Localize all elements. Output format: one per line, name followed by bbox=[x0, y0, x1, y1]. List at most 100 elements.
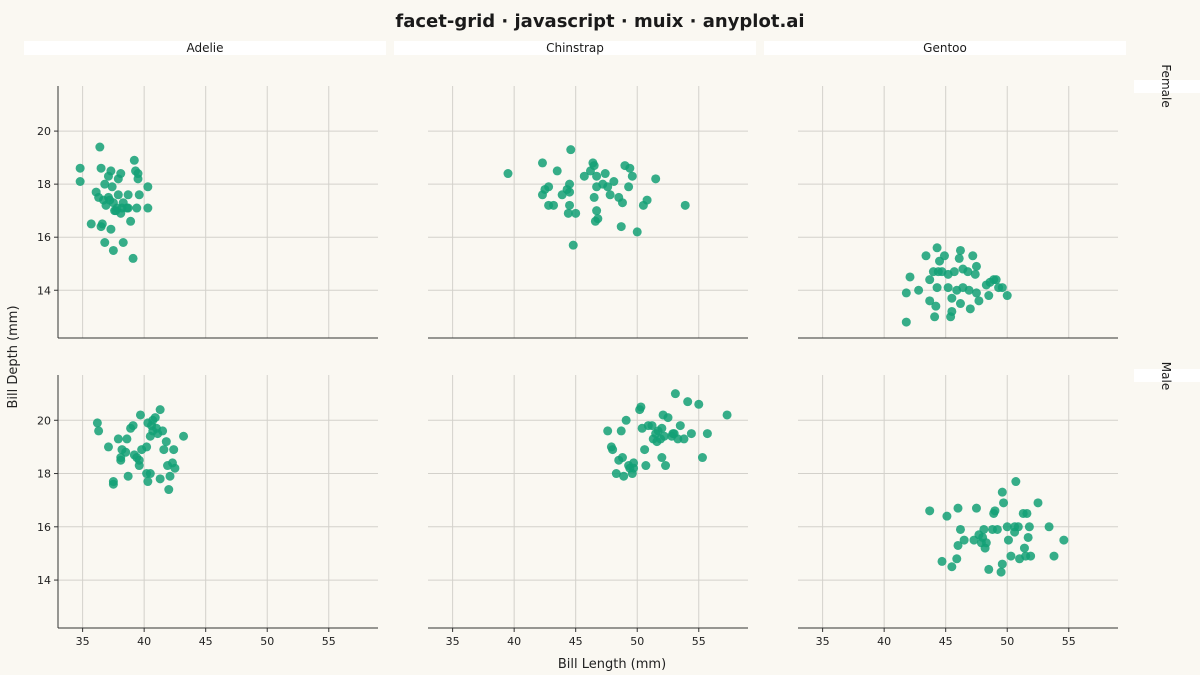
column-label-chinstrap: Chinstrap bbox=[546, 41, 604, 55]
data-point-female-gentoo bbox=[901, 288, 911, 298]
data-point-male-gentoo bbox=[984, 564, 994, 574]
data-point-female-adelie bbox=[106, 224, 116, 234]
data-point-male-adelie bbox=[122, 434, 132, 444]
data-point-male-chinstrap bbox=[663, 413, 673, 423]
data-point-female-adelie bbox=[128, 253, 138, 263]
data-point-female-chinstrap bbox=[625, 163, 635, 173]
x-tick-label: 35 bbox=[446, 635, 460, 648]
data-point-female-gentoo bbox=[971, 288, 981, 298]
data-point-male-adelie bbox=[94, 426, 104, 436]
data-point-female-gentoo bbox=[943, 283, 953, 293]
data-point-female-chinstrap bbox=[627, 171, 637, 181]
data-point-male-adelie bbox=[145, 469, 155, 479]
data-point-male-gentoo bbox=[1019, 543, 1029, 553]
data-point-male-gentoo bbox=[1024, 522, 1034, 532]
data-point-female-chinstrap bbox=[642, 195, 652, 205]
data-point-female-chinstrap bbox=[590, 216, 600, 226]
data-point-male-gentoo bbox=[925, 506, 935, 516]
data-point-male-chinstrap bbox=[621, 415, 631, 425]
y-tick-label: 20 bbox=[37, 414, 51, 427]
data-point-female-gentoo bbox=[901, 317, 911, 327]
data-point-female-adelie bbox=[108, 245, 118, 255]
data-point-female-chinstrap bbox=[589, 161, 599, 171]
data-point-female-chinstrap bbox=[544, 182, 554, 192]
data-point-male-chinstrap bbox=[702, 429, 712, 439]
data-point-male-gentoo bbox=[997, 487, 1007, 497]
data-point-female-adelie bbox=[107, 182, 117, 192]
data-point-male-gentoo bbox=[1003, 535, 1013, 545]
data-point-female-chinstrap bbox=[651, 174, 661, 184]
data-point-female-adelie bbox=[96, 163, 106, 173]
data-point-male-adelie bbox=[92, 418, 102, 428]
y-tick-label: 16 bbox=[37, 521, 51, 534]
data-point-female-adelie bbox=[126, 216, 136, 226]
data-point-male-gentoo bbox=[1022, 508, 1032, 518]
data-point-female-adelie bbox=[134, 190, 144, 200]
data-point-male-gentoo bbox=[937, 556, 947, 566]
data-point-female-gentoo bbox=[930, 312, 940, 322]
data-point-male-gentoo bbox=[1059, 535, 1069, 545]
data-point-male-chinstrap bbox=[603, 426, 613, 436]
data-point-male-chinstrap bbox=[673, 434, 683, 444]
data-point-female-chinstrap bbox=[537, 190, 547, 200]
data-point-male-chinstrap bbox=[670, 389, 680, 399]
data-point-female-gentoo bbox=[925, 296, 935, 306]
data-point-female-adelie bbox=[122, 203, 132, 213]
data-point-female-adelie bbox=[133, 174, 143, 184]
data-point-female-gentoo bbox=[949, 267, 959, 277]
data-point-female-gentoo bbox=[921, 251, 931, 261]
data-point-female-chinstrap bbox=[549, 200, 559, 210]
data-point-female-gentoo bbox=[932, 283, 942, 293]
data-point-female-chinstrap bbox=[624, 182, 634, 192]
data-point-female-adelie bbox=[143, 203, 153, 213]
data-point-male-adelie bbox=[155, 405, 165, 415]
data-point-female-gentoo bbox=[905, 272, 915, 282]
data-point-male-adelie bbox=[143, 477, 153, 487]
data-point-male-gentoo bbox=[1011, 477, 1021, 487]
data-point-female-adelie bbox=[110, 206, 120, 216]
data-point-male-chinstrap bbox=[641, 461, 651, 471]
data-point-female-gentoo bbox=[914, 285, 924, 295]
data-point-female-chinstrap bbox=[563, 208, 573, 218]
row-strip-male bbox=[1134, 369, 1200, 382]
data-point-male-adelie bbox=[158, 426, 168, 436]
data-point-male-gentoo bbox=[999, 498, 1009, 508]
x-tick-label: 55 bbox=[322, 635, 336, 648]
data-point-male-chinstrap bbox=[629, 458, 639, 468]
data-point-female-gentoo bbox=[939, 251, 949, 261]
data-point-female-chinstrap bbox=[568, 240, 578, 250]
column-strip-gentoo bbox=[764, 41, 1126, 55]
data-point-male-chinstrap bbox=[661, 461, 671, 471]
data-point-female-gentoo bbox=[1002, 291, 1012, 301]
data-point-male-chinstrap bbox=[686, 429, 696, 439]
x-tick-label: 55 bbox=[692, 635, 706, 648]
row-label-female: Female bbox=[1159, 64, 1173, 107]
data-point-male-gentoo bbox=[992, 524, 1002, 534]
data-point-male-adelie bbox=[128, 421, 138, 431]
y-tick-label: 20 bbox=[37, 125, 51, 138]
data-point-female-adelie bbox=[113, 190, 123, 200]
data-point-female-adelie bbox=[118, 238, 128, 248]
x-tick-label: 40 bbox=[137, 635, 151, 648]
data-point-male-chinstrap bbox=[694, 399, 704, 409]
data-point-female-gentoo bbox=[971, 261, 981, 271]
data-point-female-chinstrap bbox=[571, 208, 581, 218]
data-point-male-chinstrap bbox=[636, 402, 646, 412]
x-axis-title: Bill Length (mm) bbox=[558, 657, 666, 672]
data-point-male-gentoo bbox=[981, 538, 991, 548]
data-point-male-chinstrap bbox=[617, 453, 627, 463]
x-tick-label: 45 bbox=[939, 635, 953, 648]
data-point-female-adelie bbox=[143, 182, 153, 192]
data-point-male-gentoo bbox=[959, 535, 969, 545]
column-strip-adelie bbox=[24, 41, 386, 55]
data-point-male-gentoo bbox=[1006, 551, 1016, 561]
data-point-female-chinstrap bbox=[552, 166, 562, 176]
data-point-female-gentoo bbox=[991, 275, 1001, 285]
data-point-female-adelie bbox=[75, 176, 85, 186]
data-point-female-adelie bbox=[106, 166, 116, 176]
x-tick-label: 50 bbox=[1000, 635, 1014, 648]
data-point-female-gentoo bbox=[997, 283, 1007, 293]
data-point-male-chinstrap bbox=[722, 410, 732, 420]
data-point-female-gentoo bbox=[931, 301, 941, 311]
